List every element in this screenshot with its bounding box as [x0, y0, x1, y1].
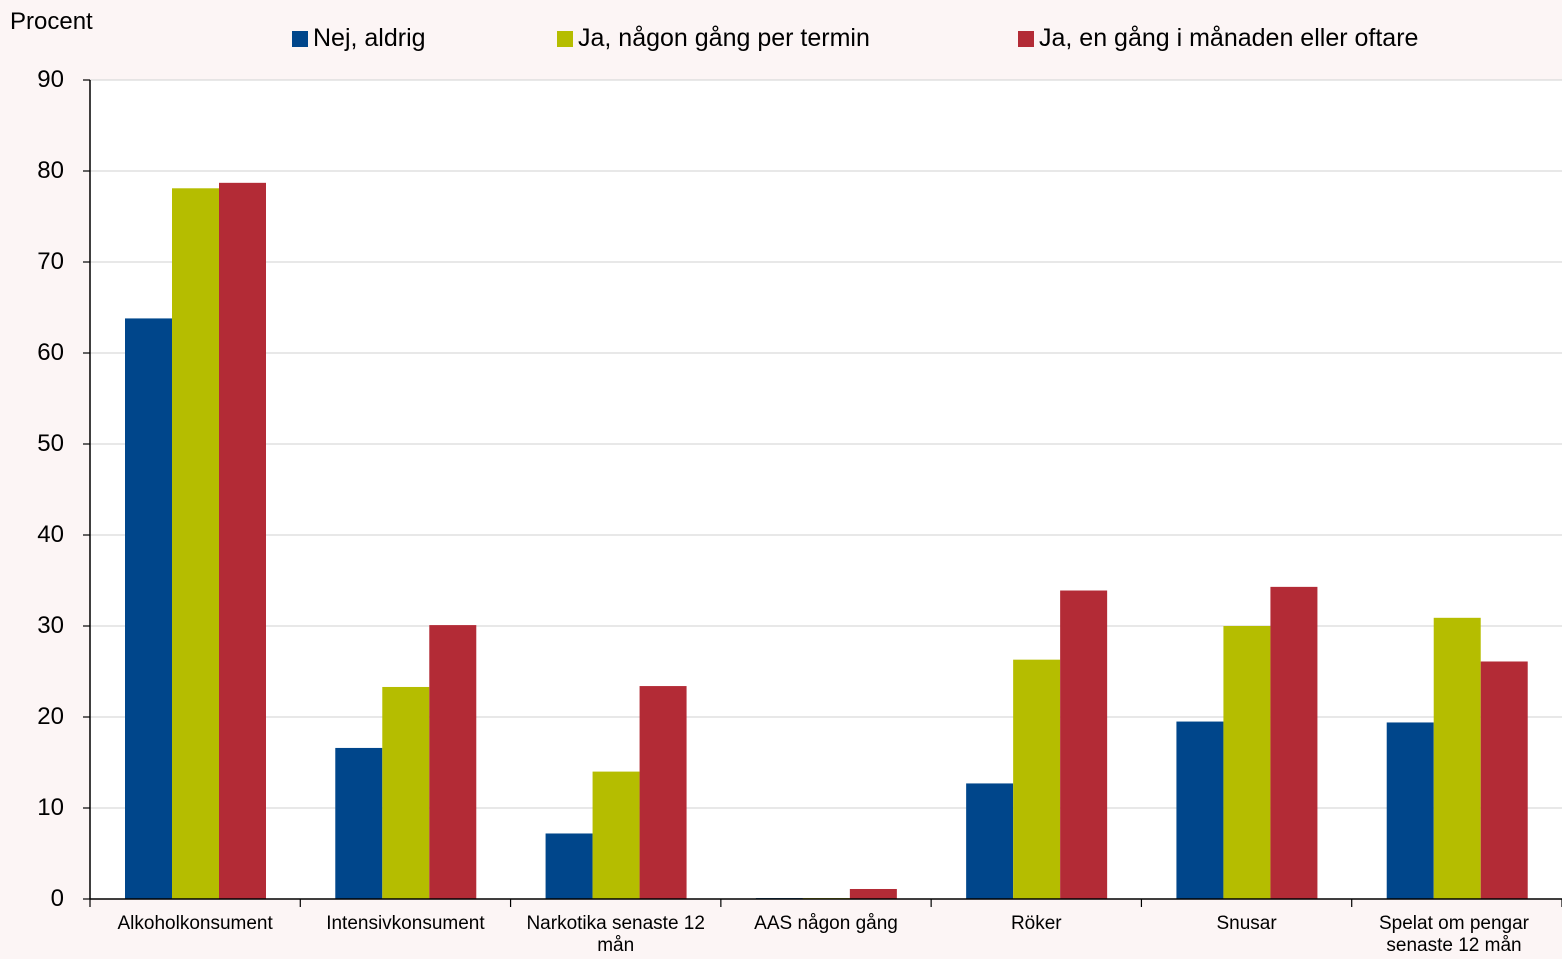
legend-swatch-series-0: [292, 30, 308, 47]
y-tick-label-2: 20: [37, 703, 64, 730]
legend-label-series-2: Ja, en gång i månaden eller oftare: [1039, 24, 1419, 52]
legend-label-series-0: Nej, aldrig: [313, 24, 426, 52]
bar-1-5: [1223, 626, 1271, 899]
plot-area: [90, 80, 1562, 899]
bar-1-1: [382, 686, 430, 899]
legend-item-series-2: Ja, en gång i månaden eller oftare: [1018, 24, 1418, 53]
y-tick-label-6: 60: [37, 339, 64, 366]
y-axis-title: Procent: [10, 8, 93, 35]
bar-1-4: [1013, 659, 1061, 899]
legend-label-series-1: Ja, någon gång per termin: [578, 24, 870, 52]
bar-0-4: [966, 783, 1014, 899]
y-tick-label-1: 10: [37, 794, 64, 821]
x-tick-label-3: AAS någon gång: [754, 913, 898, 934]
legend: Nej, aldrig Ja, någon gång per termin Ja…: [0, 24, 1562, 56]
y-tick-label-9: 90: [37, 66, 64, 93]
x-tick-label-6: Spelat om pengar senaste 12 mån: [1379, 913, 1529, 956]
bar-0-6: [1386, 722, 1434, 899]
legend-swatch-series-1: [557, 30, 573, 47]
y-tick-label-7: 70: [37, 248, 64, 275]
bar-1-2: [592, 771, 640, 899]
bar-0-5: [1176, 721, 1224, 899]
x-tick-label-0: Alkoholkonsument: [117, 913, 273, 934]
bar-2-0: [219, 182, 266, 899]
x-tick-label-1: Intensivkonsument: [326, 913, 485, 934]
bar-2-3: [849, 888, 897, 899]
legend-swatch-series-2: [1018, 30, 1034, 47]
bar-1-0: [172, 188, 219, 900]
legend-item-series-0: Nej, aldrig: [292, 24, 426, 53]
bar-0-0: [125, 318, 172, 899]
y-tick-label-3: 30: [37, 612, 64, 639]
bar-1-6: [1433, 617, 1481, 899]
bar-0-2: [545, 833, 593, 899]
y-tick-label-8: 80: [37, 157, 64, 184]
x-tick-label-4: Röker: [1010, 913, 1062, 934]
bar-2-1: [429, 625, 477, 899]
legend-item-series-1: Ja, någon gång per termin: [557, 24, 870, 53]
bar-2-6: [1480, 661, 1528, 899]
y-tick-label-4: 40: [37, 521, 64, 548]
y-tick-label-5: 50: [37, 430, 64, 457]
bar-2-2: [639, 686, 687, 899]
x-tick-label-2: Narkotika senaste 12 mån: [526, 913, 705, 956]
bar-2-5: [1270, 586, 1318, 899]
y-tick-label-0: 0: [50, 885, 64, 912]
x-tick-label-5: Snusar: [1216, 913, 1277, 934]
bar-2-4: [1060, 590, 1108, 899]
bar-0-1: [335, 747, 383, 899]
